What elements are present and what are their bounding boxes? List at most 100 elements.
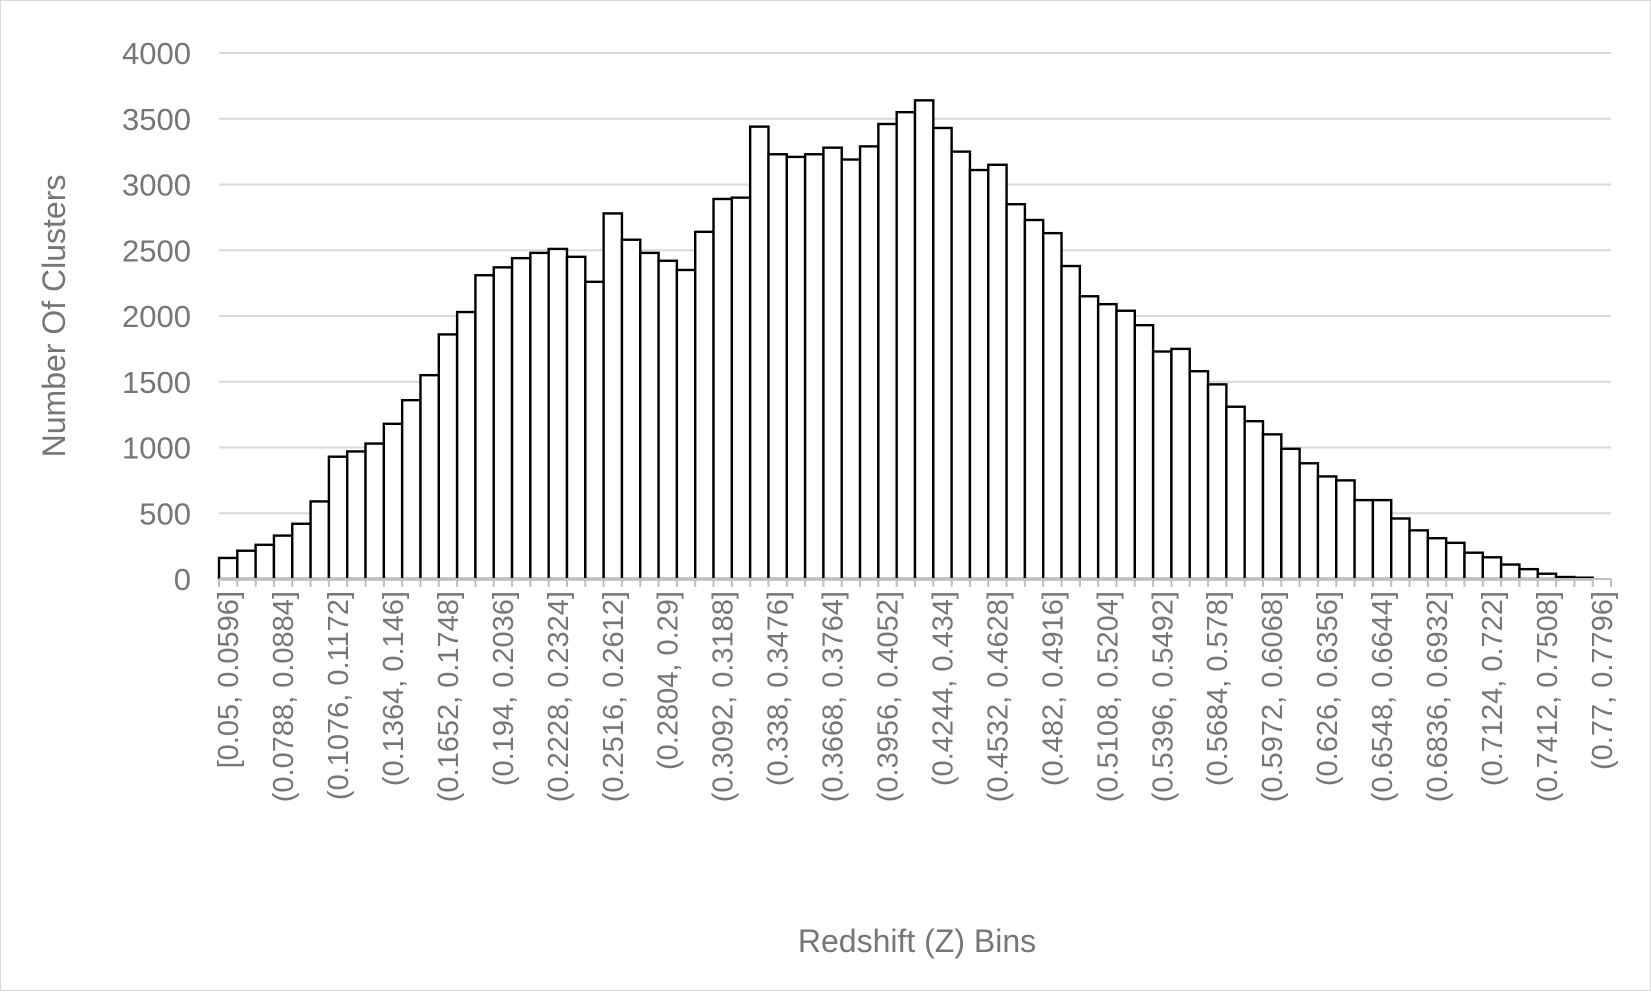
histogram-bar: [895, 110, 917, 581]
histogram-bar: [1096, 302, 1118, 581]
histogram-bar: [913, 99, 935, 581]
histogram-bar: [1298, 462, 1320, 581]
histogram-bar: [474, 274, 495, 581]
x-tick-label: (0.1364, 0.146]: [378, 591, 410, 786]
histogram-bar: [1023, 218, 1045, 581]
y-tick-label: 4000: [122, 36, 191, 71]
histogram-bar: [236, 549, 257, 581]
histogram-bar: [1115, 309, 1136, 581]
x-tick-label: (0.1652, 0.1748]: [433, 591, 465, 802]
histogram-bar: [1060, 264, 1082, 581]
histogram-bar: [455, 310, 477, 581]
x-tick-label: (0.4244, 0.434]: [927, 591, 959, 786]
x-tick-label: (0.6548, 0.6644]: [1367, 591, 1399, 802]
histogram-bar: [1518, 567, 1539, 581]
histogram-bar: [1133, 324, 1155, 581]
x-tick-label: (0.0788, 0.0884]: [268, 591, 300, 802]
histogram-bar: [785, 155, 807, 581]
histogram-bar: [1335, 479, 1356, 581]
x-tick-label: (0.6836, 0.6932]: [1422, 591, 1454, 802]
histogram-bar: [1426, 537, 1448, 581]
x-tick-label: (0.77, 0.7796]: [1587, 591, 1619, 770]
bars: [217, 99, 1594, 581]
histogram-bar: [272, 534, 294, 581]
histogram-bar: [382, 422, 404, 581]
x-tick-label: (0.7124, 0.722]: [1477, 591, 1509, 786]
x-tick-label: (0.5684, 0.578]: [1202, 591, 1234, 786]
y-tick-label: 1500: [122, 365, 191, 400]
histogram-bar: [657, 259, 679, 581]
x-tick-label: (0.626, 0.6356]: [1312, 591, 1344, 786]
histogram-bar: [1206, 383, 1228, 581]
histogram-bar: [1390, 517, 1411, 581]
x-tick-label: (0.5108, 0.5204]: [1092, 591, 1124, 802]
y-tick-label: 3500: [122, 102, 191, 137]
histogram-bar: [400, 398, 422, 581]
histogram-bar: [437, 333, 459, 581]
histogram-bar: [510, 256, 532, 581]
histogram-bar: [1463, 551, 1484, 581]
x-tick-label: (0.3668, 0.3764]: [818, 591, 850, 802]
x-tick-label: (0.5972, 0.6068]: [1257, 591, 1289, 802]
histogram-bar: [822, 146, 843, 581]
x-tick-label: (0.338, 0.3476]: [763, 591, 795, 786]
histogram-bar: [492, 266, 514, 581]
histogram-bar: [1481, 556, 1503, 581]
x-tick-label: (0.2228, 0.2324]: [543, 591, 575, 802]
histogram-bar: [1078, 295, 1100, 581]
histogram-bar: [217, 556, 239, 581]
axes: [218, 578, 1612, 587]
histogram-bar: [254, 543, 276, 581]
histogram-bar: [748, 125, 770, 581]
x-tick-label: (0.7412, 0.7508]: [1532, 591, 1564, 802]
histogram-bar: [877, 122, 898, 581]
histogram-bar: [950, 150, 972, 581]
histogram-bar: [584, 280, 605, 581]
histogram-bar: [1353, 498, 1375, 581]
histogram-bar: [639, 251, 660, 581]
x-tick-label: (0.3956, 0.4052]: [873, 591, 905, 802]
histogram-bar: [730, 196, 752, 581]
histogram-bar: [1188, 370, 1210, 581]
histogram-bar: [419, 373, 440, 581]
y-tick-labels: 0 500 1000 1500 2000 2500 3000 3500 4000: [122, 36, 191, 597]
histogram-bar: [840, 158, 862, 581]
y-tick-label: 3000: [122, 168, 191, 203]
histogram-bar: [1316, 475, 1338, 581]
y-axis-title: Number Of Clusters: [36, 175, 72, 458]
y-tick-label: 1000: [122, 431, 191, 466]
x-tick-label: (0.482, 0.4916]: [1037, 591, 1069, 786]
x-tick-label: (0.4532, 0.4628]: [982, 591, 1014, 802]
histogram-bar: [987, 163, 1008, 581]
histogram-bar: [803, 153, 825, 581]
x-tick-label: [0.05, 0.0596]: [213, 591, 245, 768]
histogram-bar: [602, 212, 624, 581]
histogram-bar: [1151, 350, 1173, 581]
x-tick-label: (0.5396, 0.5492]: [1147, 591, 1179, 802]
histogram-bar: [309, 500, 331, 581]
histogram-bar: [1280, 447, 1301, 581]
x-tick-label: (0.2516, 0.2612]: [598, 591, 630, 802]
x-tick-labels: [0.05, 0.0596] (0.0788, 0.0884] (0.1076, 0…: [213, 591, 1619, 802]
histogram-bar: [968, 168, 990, 581]
y-tick-label: 2000: [122, 299, 191, 334]
histogram-bar: [675, 268, 697, 581]
x-tick-label: (0.1076, 0.1172]: [323, 591, 355, 800]
histogram-bar: [767, 153, 788, 581]
histogram-bar: [1261, 433, 1283, 581]
histogram-bar: [1005, 203, 1027, 581]
histogram-bar: [327, 455, 349, 581]
histogram-bar: [565, 255, 587, 581]
x-tick-label: (0.3092, 0.3188]: [708, 591, 740, 802]
histogram-bar: [694, 230, 715, 581]
histogram-bar: [1225, 405, 1246, 581]
histogram-bar: [1243, 420, 1265, 581]
x-tick-label: (0.2804, 0.29]: [653, 591, 685, 770]
histogram-bar: [1042, 231, 1063, 581]
histogram-bar: [932, 126, 953, 581]
y-tick-label: 2500: [122, 233, 191, 268]
histogram-bar: [1371, 498, 1393, 581]
histogram-bar: [712, 197, 734, 581]
histogram-bar: [620, 238, 642, 581]
